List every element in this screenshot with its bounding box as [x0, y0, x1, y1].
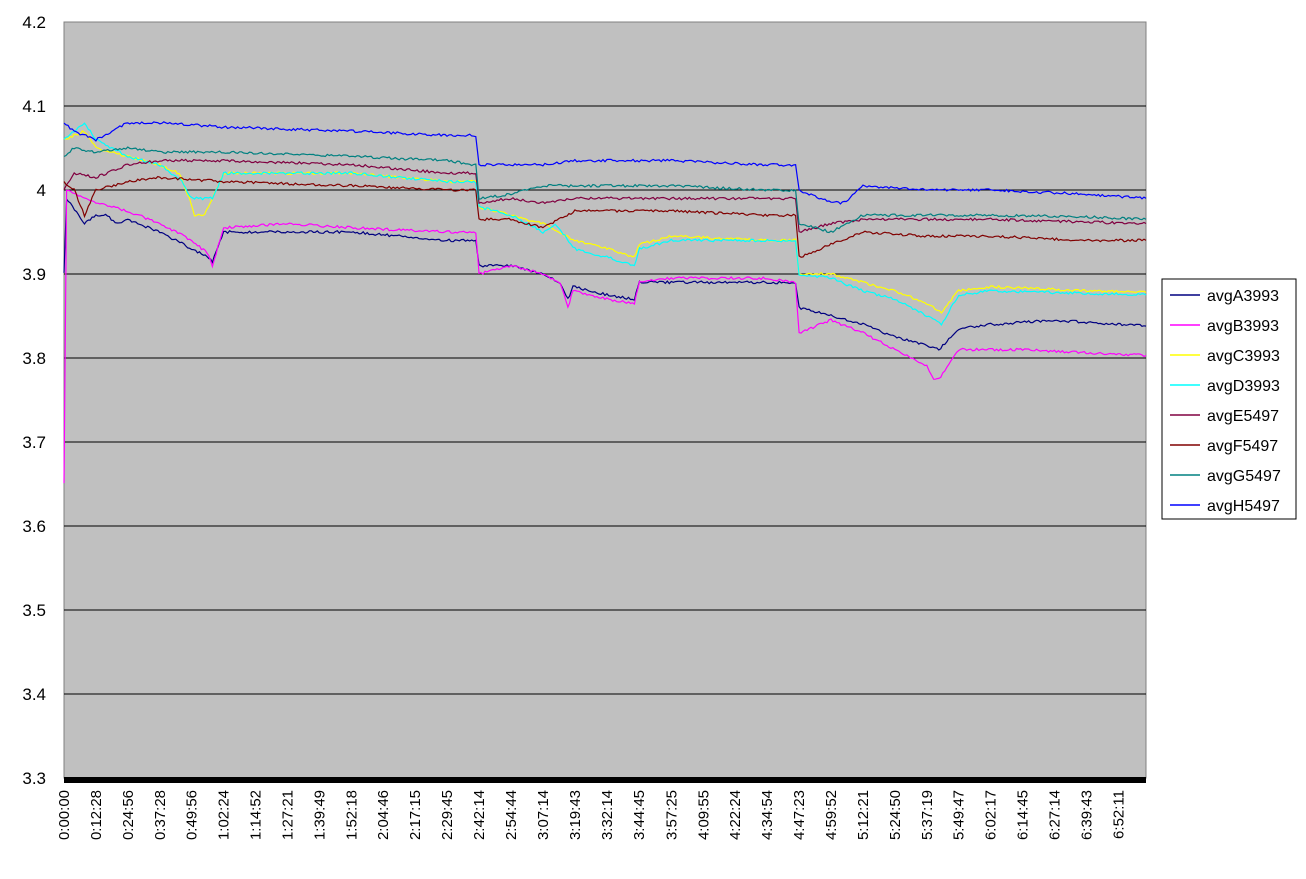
legend-label: avgB3993 [1207, 318, 1279, 335]
x-tick-label: 1:27:21 [279, 790, 296, 840]
series-line-avgF5497 [63, 175, 1147, 258]
series-line-avgG5497 [63, 146, 1147, 234]
x-tick-label: 0:00:00 [56, 790, 73, 840]
x-tick-label: 4:22:24 [727, 790, 744, 840]
series-line-avgD3993 [63, 122, 1147, 326]
x-tick-label: 6:27:14 [1047, 790, 1064, 840]
x-tick-label: 5:24:50 [887, 790, 904, 840]
x-tick-label: 2:17:15 [407, 790, 424, 840]
y-tick-label: 3.8 [22, 349, 46, 368]
series-line-avgE5497 [63, 158, 1147, 233]
y-tick-label: 3.5 [22, 601, 46, 620]
x-tick-label: 6:14:45 [1015, 790, 1032, 840]
x-tick-label: 1:52:18 [343, 790, 360, 840]
legend-label: avgH5497 [1207, 498, 1280, 515]
legend-label: avgF5497 [1207, 438, 1278, 455]
x-tick-label: 0:37:28 [152, 790, 169, 840]
x-tick-label: 6:39:43 [1078, 790, 1095, 840]
x-axis-bar [64, 777, 1146, 783]
y-axis-ticks: 4.2 4.1 4 3.9 3.8 3.7 3.6 3.5 3.4 3.3 [22, 13, 46, 788]
legend: avgA3993 avgB3993 avgC3993 avgD3993 avgE5497… [1161, 278, 1297, 520]
x-tick-label: 3:44:45 [631, 790, 648, 840]
plot-area [63, 21, 1147, 779]
x-tick-label: 4:34:54 [759, 790, 776, 840]
x-tick-label: 5:37:19 [919, 790, 936, 840]
y-tick-label: 3.6 [22, 517, 46, 536]
x-tick-label: 6:02:17 [983, 790, 1000, 840]
y-tick-label: 3.9 [22, 265, 46, 284]
legend-box [1161, 278, 1297, 520]
x-tick-label: 2:29:45 [439, 790, 456, 840]
x-axis-ticks: 0:00:00 0:12:28 0:24:56 0:37:28 0:49:56 1:02:… [56, 790, 1127, 840]
x-tick-label: 3:57:25 [663, 790, 680, 840]
x-tick-label: 2:54:44 [503, 790, 520, 840]
x-tick-label: 5:49:47 [951, 790, 968, 840]
x-tick-label: 1:02:24 [216, 790, 233, 840]
y-tick-label: 4.2 [22, 13, 46, 32]
legend-label: avgE5497 [1207, 408, 1279, 425]
x-tick-label: 0:12:28 [88, 790, 105, 840]
x-tick-label: 2:04:46 [375, 790, 392, 840]
y-tick-label: 3.7 [22, 433, 46, 452]
series-line-avgB3993 [63, 189, 1147, 484]
x-tick-label: 1:39:49 [311, 790, 328, 840]
legend-label: avgG5497 [1207, 468, 1281, 485]
x-tick-label: 3:32:14 [599, 790, 616, 840]
x-tick-label: 0:49:56 [184, 790, 201, 840]
x-tick-label: 5:12:21 [855, 790, 872, 840]
y-tick-label: 4.1 [22, 97, 46, 116]
x-tick-label: 1:14:52 [248, 790, 265, 840]
y-tick-label: 3.4 [22, 685, 46, 704]
x-tick-label: 4:59:52 [823, 790, 840, 840]
legend-label: avgD3993 [1207, 378, 1280, 395]
x-tick-label: 4:47:23 [791, 790, 808, 840]
series-lines [63, 121, 1147, 484]
y-tick-label: 3.3 [22, 769, 46, 788]
x-tick-label: 6:52:11 [1110, 790, 1127, 839]
series-line-avgH5497 [63, 121, 1147, 205]
series-line-avgA3993 [63, 197, 1147, 351]
x-tick-label: 0:24:56 [120, 790, 137, 840]
legend-label: avgA3993 [1207, 288, 1279, 305]
x-tick-label: 3:07:14 [535, 790, 552, 840]
x-tick-label: 4:09:55 [695, 790, 712, 840]
gridlines [64, 105, 1146, 695]
x-tick-label: 2:42:14 [471, 790, 488, 840]
legend-label: avgC3993 [1207, 348, 1280, 365]
x-tick-label: 3:19:43 [567, 790, 584, 840]
y-tick-label: 4 [37, 181, 46, 200]
